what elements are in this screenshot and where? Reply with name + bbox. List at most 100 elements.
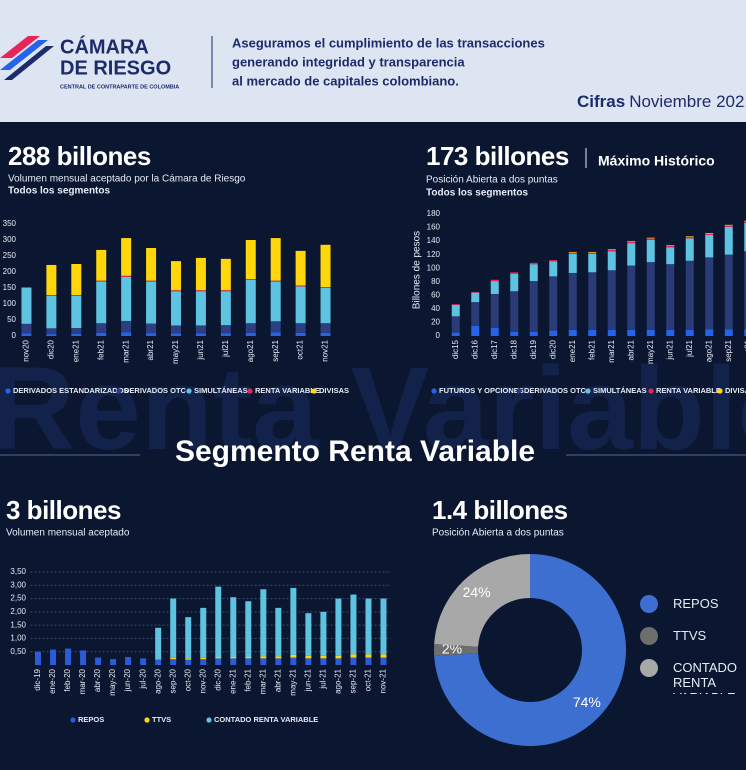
x-tick-label: jun-21 <box>303 668 312 692</box>
x-tick-label: ago-21 <box>334 668 343 693</box>
bar-segment <box>230 597 237 658</box>
legend-label: TTVS <box>673 628 707 643</box>
bar-segment <box>549 260 558 262</box>
bar-segment <box>320 287 331 288</box>
bar-segment <box>171 290 181 292</box>
bar-segment <box>71 295 82 296</box>
bar-segment <box>275 658 282 665</box>
bar-segment <box>96 280 107 282</box>
legend-label: DERIVADOS ESTANDARIZADOS <box>13 386 129 395</box>
bar-segment <box>320 658 327 665</box>
bar-segment <box>21 323 32 334</box>
bar-segment <box>71 296 82 328</box>
x-tick-label: dic17 <box>490 339 499 359</box>
bar-segment <box>365 598 372 655</box>
bar-segment <box>490 279 499 282</box>
legend-swatch <box>206 717 212 723</box>
bar-segment <box>245 240 256 280</box>
x-tick-label: abr-20 <box>93 668 102 692</box>
bar-segment <box>96 249 107 281</box>
bar-segment <box>588 253 597 273</box>
bar-segment <box>125 657 132 665</box>
x-tick-label: mar-21 <box>258 668 267 694</box>
bar-segment <box>46 334 57 336</box>
bar-segment <box>490 293 499 328</box>
bar-segment <box>568 251 577 253</box>
bar-segment <box>270 321 281 333</box>
x-tick-label: nov-21 <box>379 668 388 693</box>
bar-segment <box>510 273 519 292</box>
x-tick-label: dic15 <box>451 339 460 359</box>
y-tick-label: 100 <box>427 263 441 272</box>
bar-segment <box>245 657 252 659</box>
x-tick-label: nov20 <box>22 339 31 361</box>
bar-segment <box>705 233 714 236</box>
bar-segment <box>245 280 256 324</box>
bar-segment <box>380 598 387 655</box>
bar-segment <box>724 225 733 227</box>
x-tick-label: ago21 <box>246 339 255 362</box>
bar-segment <box>71 333 82 336</box>
x-tick-label: may-21 <box>288 668 297 695</box>
y-tick-label: 100 <box>3 299 17 308</box>
x-tick-label: oct21 <box>296 339 305 359</box>
bar-segment <box>685 260 694 330</box>
headline: 3 billones <box>6 495 121 525</box>
bar-segment <box>46 296 57 329</box>
x-tick-label: mar21 <box>121 339 130 362</box>
bar-segment <box>200 657 207 660</box>
y-tick-label: 150 <box>3 283 17 292</box>
x-tick-label: jul21 <box>221 339 230 357</box>
bar-segment <box>260 656 267 659</box>
x-tick-label: jun-20 <box>123 668 132 692</box>
subtitle: Volumen mensual aceptado <box>6 528 130 539</box>
bar-segment <box>245 658 252 665</box>
bar-segment <box>335 658 342 665</box>
y-tick-label: 20 <box>431 318 440 327</box>
y-tick-label: 0 <box>436 331 441 340</box>
bar-segment <box>171 291 181 326</box>
bar-segment <box>627 243 636 266</box>
bar-segment <box>305 655 312 659</box>
legend-swatch <box>144 717 150 723</box>
bar-segment <box>607 249 616 250</box>
bar-segment <box>666 329 675 336</box>
legend-swatch <box>247 388 253 394</box>
bar-segment <box>195 290 206 292</box>
x-tick-label: feb-20 <box>63 668 72 691</box>
bar-segment <box>230 657 237 659</box>
bar-segment <box>320 288 331 324</box>
tagline: generando integridad y transparencia <box>232 54 465 69</box>
legend-swatch <box>5 388 11 394</box>
legend-swatch <box>585 388 591 394</box>
bar-segment <box>140 658 147 665</box>
bar-segment <box>260 658 267 665</box>
bar-segment <box>121 332 132 336</box>
bar-segment <box>290 654 297 658</box>
x-tick-label: may-20 <box>108 668 117 695</box>
bar-segment <box>365 654 372 658</box>
x-tick-label: mar-20 <box>78 668 87 694</box>
x-tick-label: oct-21 <box>364 668 373 691</box>
subtitle: Posición Abierta a dos puntas <box>432 528 564 539</box>
bar-segment <box>65 648 72 665</box>
bar-segment <box>724 226 733 255</box>
legend-swatch <box>717 388 723 394</box>
bar-segment <box>121 276 132 321</box>
watermark: Renta Variable <box>0 343 746 475</box>
bar-segment <box>510 291 519 332</box>
legend-label: DERIVADOS OTC <box>524 386 587 395</box>
bar-segment <box>155 659 162 660</box>
headline: 173 billones <box>426 141 569 171</box>
segment: Todos los segmentos <box>426 188 528 199</box>
bar-segment <box>270 332 281 336</box>
bar-segment <box>170 659 177 665</box>
bar-segment <box>705 257 714 330</box>
bar-segment <box>245 332 256 336</box>
bar-segment <box>350 657 357 665</box>
bar-segment <box>646 238 655 240</box>
y-tick-label: 60 <box>431 290 440 299</box>
bar-segment <box>21 333 32 336</box>
bar-segment <box>627 241 636 242</box>
bar-segment <box>705 232 714 234</box>
